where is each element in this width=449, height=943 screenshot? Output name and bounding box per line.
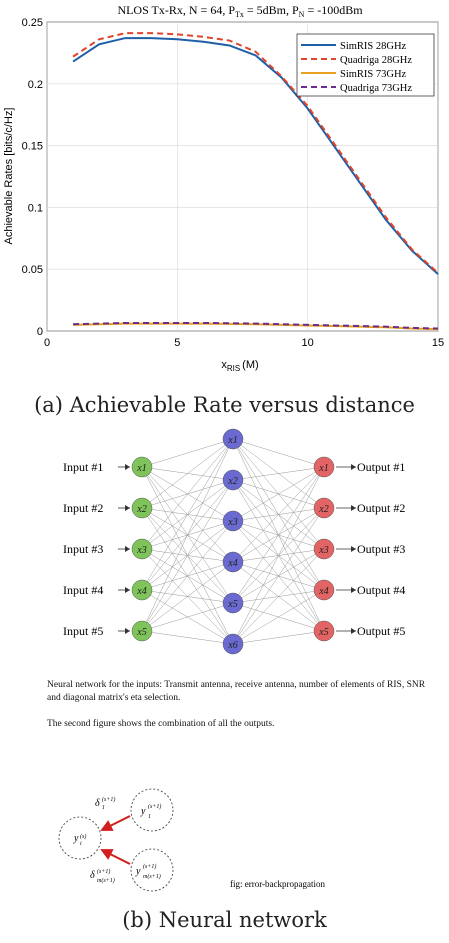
svg-text:1: 1 xyxy=(102,805,105,811)
input-label: Input #5 xyxy=(63,624,103,638)
x-axis-label: xRIS (M) xyxy=(221,359,258,373)
y-tick-labels: 0 0.05 0.1 0.15 0.2 0.25 xyxy=(22,17,43,338)
hidden-node-label: x2 xyxy=(227,476,237,487)
network-description: Neural network for the inputs: Transmit … xyxy=(47,680,426,703)
svg-text:(s+1): (s+1) xyxy=(97,868,110,875)
series-line-2 xyxy=(72,32,439,274)
series-line-4 xyxy=(73,321,439,330)
hidden-node-label: x6 xyxy=(227,640,237,651)
delta-lower-label: δ xyxy=(90,870,95,881)
caption-a: (a) Achievable Rate versus distance xyxy=(34,393,415,417)
neural-network-diagram: x1 x2 x3 x4 x5 x1 x2 x3 x4 x5 x6 x1 x2 x3 x4 x5 Input #… xyxy=(63,428,405,655)
output-label: Output #2 xyxy=(357,501,405,515)
legend-label: SimRIS 73GHz xyxy=(340,69,407,80)
svg-text:m(s+1): m(s+1) xyxy=(97,877,115,884)
caption-b: (b) Neural network xyxy=(122,908,327,932)
center-neuron-label: y xyxy=(73,833,79,844)
input-node-label: x5 xyxy=(136,627,146,638)
svg-text:(s+1): (s+1) xyxy=(102,796,115,803)
output-node xyxy=(313,620,335,642)
series-lines xyxy=(72,32,439,331)
y-tick-label: 0 xyxy=(37,326,43,338)
x-tick-label: 0 xyxy=(44,337,50,349)
output-node xyxy=(313,538,335,560)
output-node-label: x5 xyxy=(318,627,328,638)
input-label: Input #1 xyxy=(63,460,103,474)
input-label: Input #3 xyxy=(63,542,103,556)
lower-neuron xyxy=(130,848,174,892)
backprop-arrow-upper xyxy=(100,815,131,831)
y-axis-label: Achievable Rates [bits/c/Hz] xyxy=(3,108,15,245)
svg-text:1: 1 xyxy=(148,814,151,820)
network-nodes: x1 x2 x3 x4 x5 x1 x2 x3 x4 x5 x6 x1 x2 x3 x4 x5 xyxy=(131,428,335,655)
hidden-node-label: x1 xyxy=(227,435,237,446)
lower-neuron-label: y xyxy=(135,866,141,877)
input-node-label: x4 xyxy=(136,586,146,597)
delta-upper-label: δ xyxy=(95,798,100,809)
hidden-node xyxy=(222,469,244,491)
y-tick-label: 0.05 xyxy=(22,264,43,276)
output-node-label: x3 xyxy=(318,545,328,556)
svg-text:m(s+1): m(s+1) xyxy=(143,873,161,880)
hidden-node xyxy=(222,428,244,450)
upper-neuron xyxy=(130,788,174,832)
y-tick-label: 0.1 xyxy=(28,202,43,214)
output-node xyxy=(313,456,335,478)
output-node-label: x4 xyxy=(318,586,328,597)
hidden-node-label: x3 xyxy=(227,517,237,528)
output-label: Output #1 xyxy=(357,460,405,474)
x-tick-label: 5 xyxy=(174,337,180,349)
output-node-label: x1 xyxy=(318,463,328,474)
output-label: Output #5 xyxy=(357,624,405,638)
svg-text:(s+1): (s+1) xyxy=(148,803,161,810)
hidden-node xyxy=(222,633,244,655)
hidden-node-label: x4 xyxy=(227,558,237,569)
hidden-node-label: x5 xyxy=(227,599,237,610)
input-label: Input #4 xyxy=(63,583,103,597)
network-description-2: The second figure shows the combination … xyxy=(47,719,275,729)
upper-neuron-label: y xyxy=(140,806,146,817)
input-node xyxy=(131,538,153,560)
input-node xyxy=(131,497,153,519)
hidden-node xyxy=(222,510,244,532)
y-tick-label: 0.15 xyxy=(22,141,43,153)
series-line-1 xyxy=(72,37,439,275)
error-backpropagation-diagram: y (s) i y (s+1) 1 y (s+1) m(s+1) δ (s+1)… xyxy=(58,788,326,892)
input-node xyxy=(131,579,153,601)
y-tick-label: 0.2 xyxy=(28,79,43,91)
output-label: Output #3 xyxy=(357,542,405,556)
input-node xyxy=(131,456,153,478)
svg-text:(s+1): (s+1) xyxy=(143,863,156,870)
hidden-node xyxy=(222,551,244,573)
legend-label: Quadriga 73GHz xyxy=(340,83,412,94)
input-label: Input #2 xyxy=(63,501,103,515)
output-label: Output #4 xyxy=(357,583,405,597)
input-node-label: x1 xyxy=(136,463,146,474)
y-tick-label: 0.25 xyxy=(22,17,43,29)
legend-label: SimRIS 28GHz xyxy=(340,41,407,52)
hidden-node xyxy=(222,592,244,614)
input-node-label: x3 xyxy=(136,545,146,556)
achievable-rate-chart: NLOS Tx-Rx, N = 64, PTx = 5dBm, PN = -10… xyxy=(3,3,444,373)
output-node-label: x2 xyxy=(318,504,328,515)
x-tick-label: 10 xyxy=(302,337,314,349)
network-connections xyxy=(141,438,325,645)
input-node xyxy=(131,620,153,642)
network-io-labels: Input #1 Output #1 Input #2 Output #2 Input … xyxy=(63,460,405,638)
backprop-caption: fig: error-backpropagation xyxy=(230,879,326,889)
backprop-arrow-lower xyxy=(100,849,131,865)
chart-title: NLOS Tx-Rx, N = 64, PTx = 5dBm, PN = -10… xyxy=(117,3,363,19)
legend-label: Quadriga 28GHz xyxy=(340,55,412,66)
output-node xyxy=(313,497,335,519)
x-tick-labels: 0 5 10 15 xyxy=(44,337,444,349)
center-neuron xyxy=(58,816,102,860)
input-node-label: x2 xyxy=(136,504,146,515)
svg-text:i: i xyxy=(80,841,82,847)
x-tick-label: 15 xyxy=(432,337,444,349)
svg-text:(s): (s) xyxy=(80,833,86,840)
legend: SimRIS 28GHz Quadriga 28GHz SimRIS 73GHz Qu… xyxy=(296,33,435,97)
output-node xyxy=(313,579,335,601)
